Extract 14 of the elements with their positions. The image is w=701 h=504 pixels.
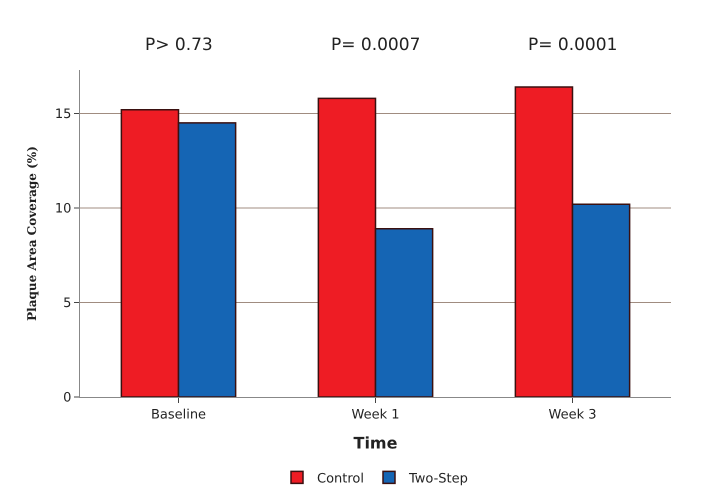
y-tick-label: 15 — [54, 107, 72, 122]
y-axis-title: Plaque Area Coverage (%) — [25, 146, 40, 321]
x-axis-title: Time — [354, 433, 398, 452]
text: P> 0.73 — [145, 35, 213, 55]
x-tick-label: Week 1 — [351, 408, 400, 423]
legend-label: Control — [317, 471, 364, 486]
text: P= 0.0007 — [331, 35, 420, 55]
legend-label: Two-Step — [408, 471, 468, 486]
y-tick-label: 10 — [54, 202, 72, 217]
y-tick-label: 5 — [63, 296, 72, 312]
y-tick-label: 0 — [63, 390, 72, 406]
x-tick-label: Week 3 — [548, 408, 597, 423]
text: P= 0.0001 — [528, 35, 618, 55]
x-tick-label: Baseline — [150, 408, 206, 423]
